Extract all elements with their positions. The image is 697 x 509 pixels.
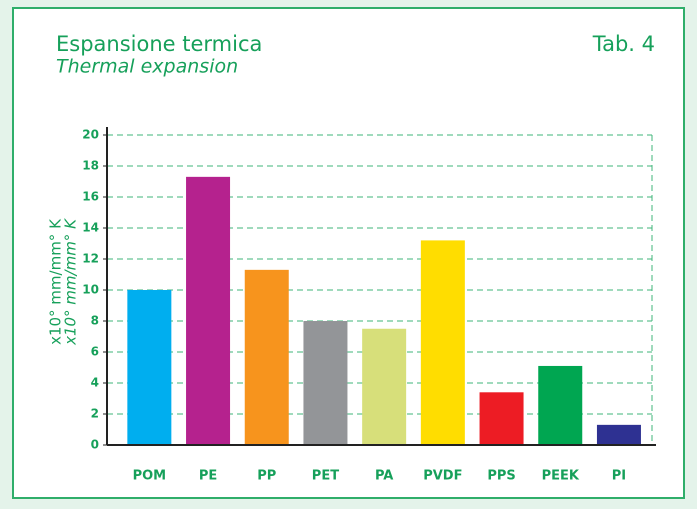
bar [479,392,524,445]
y-tick-label: 20 [82,128,99,142]
y-axis-label: x10° mm/mm° K [47,218,65,345]
bar [538,365,583,445]
bar [362,328,407,445]
bar [186,176,231,445]
bar [244,269,289,445]
x-tick-label: PP [257,469,276,484]
y-axis-label-en: x10° mm/mm° K [62,218,80,346]
y-tick-label: 4 [91,376,99,390]
x-tick-label: PA [375,469,393,484]
x-tick-label: PPS [487,469,515,484]
panel [12,7,685,499]
y-tick-label: 14 [82,221,99,235]
x-tick-label: POM [133,469,167,484]
y-tick-label: 2 [91,407,99,421]
chart-title: Espansione termica [56,32,262,56]
y-tick-label: 18 [82,159,99,173]
bar [127,290,172,445]
bar [420,240,465,445]
bar [596,424,641,445]
bar [303,321,348,445]
y-tick-label: 10 [82,283,99,297]
x-tick-label: PET [312,469,339,484]
x-tick-label: PI [612,469,626,484]
x-tick-label: PEEK [542,469,580,484]
y-tick-label: 16 [82,190,99,204]
y-tick-label: 12 [82,252,99,266]
table-label: Tab. 4 [592,32,655,56]
y-tick-label: 8 [91,314,99,328]
y-tick-label: 6 [91,345,99,359]
chart-subtitle: Thermal expansion [56,56,238,78]
x-tick-label: PVDF [423,469,462,484]
x-tick-label: PE [199,469,217,484]
y-tick-label: 0 [91,438,99,452]
